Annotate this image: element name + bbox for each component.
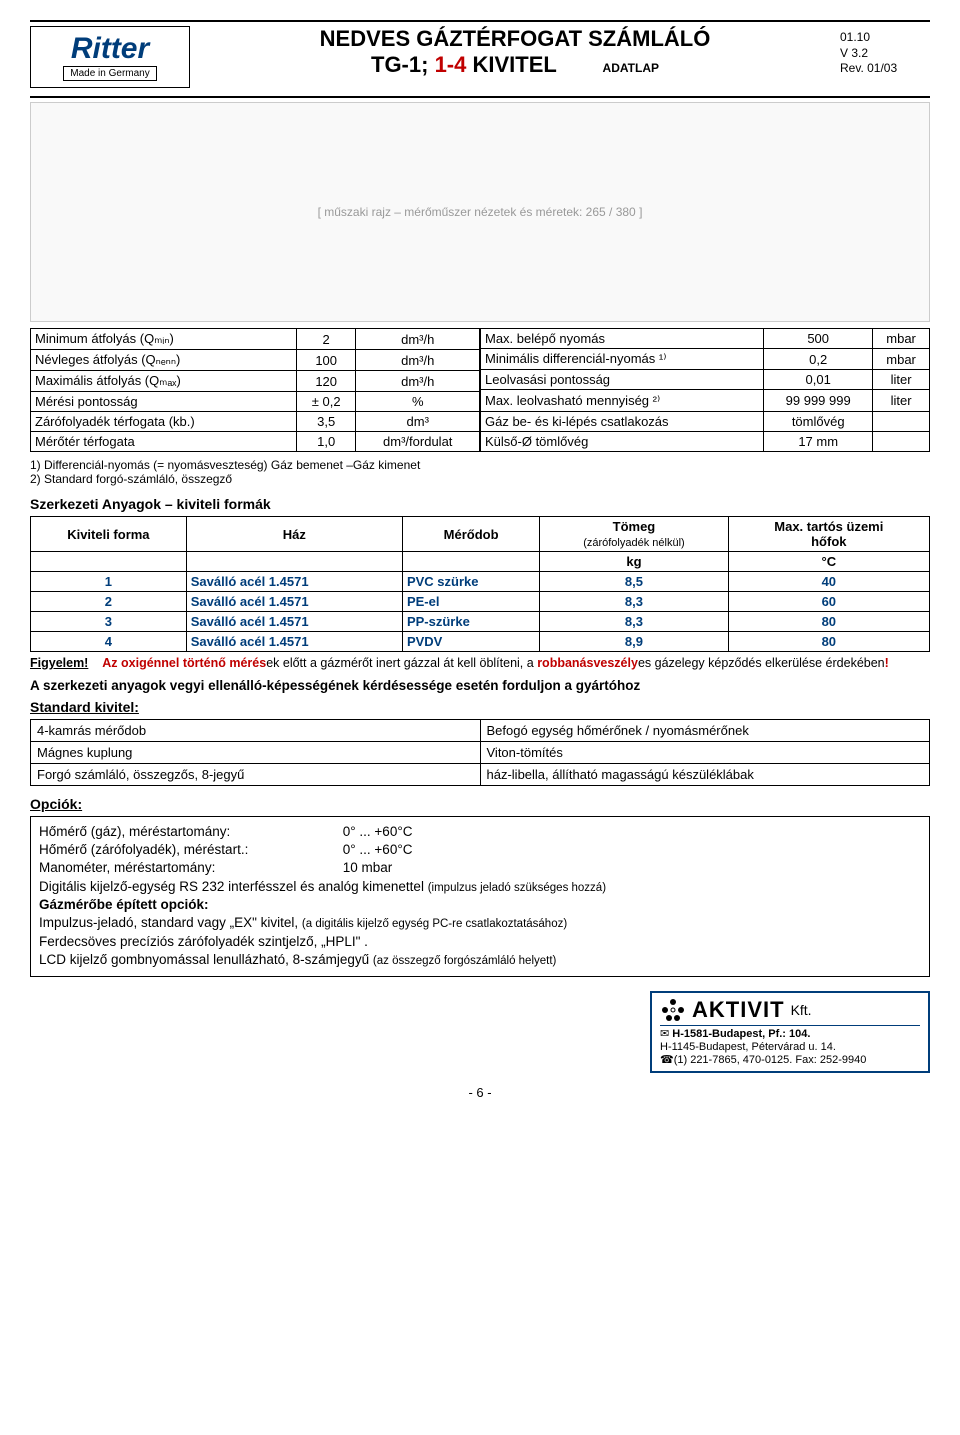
adatlap-label: ADATLAP	[603, 61, 659, 75]
company-name: AKTIVIT	[692, 997, 785, 1023]
right-params-table: Max. belépő nyomás500mbarMinimális diffe…	[480, 328, 930, 452]
rev1: 01.10	[840, 30, 930, 46]
title-line1: NEDVES GÁZTÉRFOGAT SZÁMLÁLÓ	[190, 26, 840, 52]
opciok-line8: LCD kijelző gombnyomással lenullázható, …	[39, 951, 921, 970]
footnote-1: 1) Differenciál-nyomás (= nyomásvesztesé…	[30, 458, 930, 472]
materials-row: 2 Saválló acél 1.4571 PE-el 8,3 60	[31, 592, 930, 612]
opciok-box: Hőmérő (gáz), méréstartomány: 0° ... +60…	[30, 816, 930, 977]
hdr-tomeg: Tömeg (zárófolyadék nélkül)	[540, 517, 728, 552]
rule-top	[30, 20, 930, 22]
std-row: Forgó számláló, összegzős, 8-jegyűház-li…	[31, 764, 930, 786]
company-kft: Kft.	[791, 1002, 812, 1018]
materials-table: Kiviteli forma Ház Mérődob Tömeg (zárófo…	[30, 516, 930, 652]
title-red: 1-4	[435, 52, 467, 77]
title-box: NEDVES GÁZTÉRFOGAT SZÁMLÁLÓ TG-1; 1-4 KI…	[190, 26, 840, 88]
param-row: Max. belépő nyomás500mbar	[481, 329, 930, 349]
opciok-line2: Hőmérő (zárófolyadék), méréstart.: 0° ..…	[39, 841, 921, 859]
title-line2: TG-1; 1-4 KIVITEL ADATLAP	[190, 52, 840, 78]
hdr-dob: Mérődob	[402, 517, 539, 552]
materials-unit-row: kg °C	[31, 552, 930, 572]
params-row: Minimum átfolyás (Qₘᵢₙ)2dm³/hNévleges át…	[30, 328, 930, 452]
opciok-line6: Impulzus-jeladó, standard vagy „EX" kivi…	[39, 914, 921, 933]
page-number: - 6 -	[30, 1085, 930, 1100]
header: Ritter Made in Germany NEDVES GÁZTÉRFOGA…	[30, 26, 930, 88]
materials-title: Szerkezeti Anyagok – kiviteli formák	[30, 496, 930, 512]
param-row: Mérőtér térfogata1,0dm³/fordulat	[31, 432, 480, 452]
logo-brand: Ritter	[71, 34, 149, 64]
opciok-line3: Manométer, méréstartomány: 10 mbar	[39, 859, 921, 877]
materials-row: 1 Saválló acél 1.4571 PVC szürke 8,5 40	[31, 572, 930, 592]
materials-header-row: Kiviteli forma Ház Mérődob Tömeg (zárófo…	[31, 517, 930, 552]
warning-red1: Az oxigénnel történő mérés	[102, 656, 266, 670]
param-row: Max. leolvasható mennyiség ²⁾99 999 999l…	[481, 390, 930, 411]
hdr-haz: Ház	[186, 517, 402, 552]
footer-row: AKTIVIT Kft. ✉ H-1581-Budapest, Pf.: 104…	[30, 991, 930, 1074]
technical-drawing: [ műszaki rajz – mérőműszer nézetek és m…	[30, 102, 930, 322]
warning-block: Figyelem! Az oxigénnel történő mérések e…	[30, 656, 930, 670]
param-row: Mérési pontosság± 0,2%	[31, 392, 480, 412]
opciok-title: Opciók:	[30, 796, 930, 812]
footnotes: 1) Differenciál-nyomás (= nyomásvesztesé…	[30, 458, 930, 486]
rev2: V 3.2	[840, 46, 930, 62]
title-prefix: TG-1;	[371, 52, 435, 77]
hdr-max: Max. tartós üzemi hőfok	[728, 517, 929, 552]
opciok-line1: Hőmérő (gáz), méréstartomány: 0° ... +60…	[39, 823, 921, 841]
footnote-2: 2) Standard forgó-számláló, összegző	[30, 472, 930, 486]
param-row: Zárófolyadék térfogata (kb.)3,5dm³	[31, 412, 480, 432]
param-row: Minimum átfolyás (Qₘᵢₙ)2dm³/h	[31, 329, 480, 350]
company-logo-icon	[660, 997, 686, 1023]
standard-kivitel-table: 4-kamrás mérődobBefogó egység hőmérőnek …	[30, 719, 930, 786]
rule-under-header	[30, 96, 930, 98]
param-row: Maximális átfolyás (Qₘₐₓ)120dm³/h	[31, 371, 480, 392]
advice: A szerkezeti anyagok vegyi ellenálló-kép…	[30, 678, 930, 693]
rev3: Rev. 01/03	[840, 61, 930, 77]
logo-box: Ritter Made in Germany	[30, 26, 190, 88]
standard-kivitel-title: Standard kivitel:	[30, 699, 930, 715]
materials-row: 3 Saválló acél 1.4571 PP-szürke 8,3 80	[31, 612, 930, 632]
param-row: Leolvasási pontosság0,01liter	[481, 370, 930, 390]
company-name-row: AKTIVIT Kft.	[660, 997, 920, 1023]
materials-row: 4 Saválló acél 1.4571 PVDV 8,9 80	[31, 632, 930, 652]
unit-kg: kg	[540, 552, 728, 572]
warning-red2: robbanásveszély	[537, 656, 638, 670]
company-addr: ✉ H-1581-Budapest, Pf.: 104. H-1145-Buda…	[660, 1025, 920, 1068]
logo-sub: Made in Germany	[63, 66, 156, 81]
std-row: 4-kamrás mérődobBefogó egység hőmérőnek …	[31, 720, 930, 742]
param-row: Gáz be- és ki-lépés csatlakozástömlővég	[481, 411, 930, 431]
param-row: Minimális differenciál-nyomás ¹⁾0,2mbar	[481, 349, 930, 370]
opciok-line4: Digitális kijelző-egység RS 232 interfés…	[39, 878, 921, 897]
opciok-line5: Gázmérőbe épített opciók:	[39, 896, 921, 914]
diagram-placeholder: [ műszaki rajz – mérőműszer nézetek és m…	[318, 205, 643, 219]
std-row: Mágnes kuplungViton-tömítés	[31, 742, 930, 764]
param-row: Névleges átfolyás (Qₙₑₙₙ)100dm³/h	[31, 350, 480, 371]
left-params-table: Minimum átfolyás (Qₘᵢₙ)2dm³/hNévleges át…	[30, 328, 480, 452]
title-suffix: KIVITEL	[466, 52, 556, 77]
company-box: AKTIVIT Kft. ✉ H-1581-Budapest, Pf.: 104…	[650, 991, 930, 1074]
unit-c: °C	[728, 552, 929, 572]
warning-label: Figyelem!	[30, 656, 88, 670]
opciok-line7: Ferdecsöves precíziós zárófolyadék szint…	[39, 933, 921, 951]
hdr-forma: Kiviteli forma	[31, 517, 187, 552]
revision-box: 01.10 V 3.2 Rev. 01/03	[840, 26, 930, 88]
param-row: Külső-Ø tömlővég17 mm	[481, 431, 930, 451]
